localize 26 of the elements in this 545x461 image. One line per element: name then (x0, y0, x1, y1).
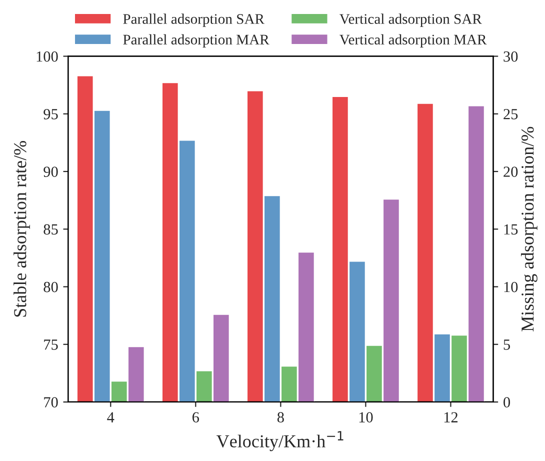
y2-tick-label: 10 (504, 282, 518, 292)
y2-tick-label: 20 (504, 166, 518, 177)
x-axis-title: Velocity/Km·h$^{−1}$ (216, 431, 344, 452)
y-tick-label: 100 (36, 51, 58, 62)
legend-label: Vertical adsorption SAR (340, 14, 482, 27)
legend-label: Vertical adsorption MAR (340, 34, 487, 48)
legend-label: Parallel adsorption SAR (123, 14, 264, 27)
y2-tick-label: 15 (504, 224, 518, 235)
x-tick-label: 6 (192, 412, 200, 422)
y-tick-label: 75 (44, 340, 58, 350)
y-axis-title: Stable adsorption rate/% (14, 140, 30, 317)
y2-tick-label: 0 (504, 397, 510, 408)
y2-tick-label: 30 (504, 51, 518, 62)
y-tick-label: 80 (44, 282, 58, 292)
x-tick-label: 10 (359, 412, 373, 422)
x-tick-label: 12 (444, 412, 458, 422)
x-tick-label: 8 (277, 412, 284, 422)
y-tick-label: 85 (44, 224, 58, 235)
y2-axis-title: Missing adsorption ration/% (521, 126, 538, 332)
y-tick-label: 95 (44, 109, 58, 120)
y2-tick-label: 5 (504, 340, 510, 350)
y-tick-label: 90 (44, 166, 58, 177)
legend-label: Parallel adsorption MAR (123, 34, 270, 48)
y-tick-label: 70 (44, 397, 58, 408)
x-tick-label: 4 (107, 412, 114, 422)
y2-tick-label: 25 (504, 109, 518, 120)
